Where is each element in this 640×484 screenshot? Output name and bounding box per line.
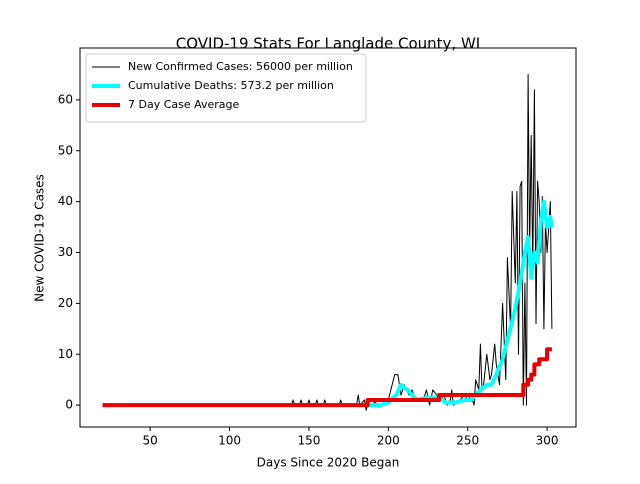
y-tick-label: 10 <box>58 347 73 361</box>
x-tick-label: 50 <box>143 434 158 448</box>
x-tick-label: 200 <box>377 434 400 448</box>
series-line <box>102 74 553 411</box>
y-tick-label: 0 <box>65 398 73 412</box>
x-tick-label: 150 <box>297 434 320 448</box>
legend-label: Cumulative Deaths: 573.2 per million <box>128 79 334 92</box>
x-tick-label: 100 <box>218 434 241 448</box>
y-axis-label: New COVID-19 Cases <box>33 174 47 302</box>
x-tick-label: 300 <box>536 434 559 448</box>
chart-title: COVID-19 Stats For Langlade County, WI <box>176 35 480 53</box>
y-tick-label: 50 <box>58 143 73 157</box>
series-line <box>102 347 552 408</box>
y-tick-label: 60 <box>58 92 73 106</box>
y-tick-label: 30 <box>58 245 73 259</box>
x-tick-label: 250 <box>456 434 479 448</box>
y-tick-label: 20 <box>58 296 73 310</box>
legend-label: 7 Day Case Average <box>128 98 240 111</box>
x-axis-label: Days Since 2020 Began <box>257 456 400 470</box>
legend-box <box>85 53 367 123</box>
series-line <box>102 199 554 408</box>
y-tick-label: 40 <box>58 194 73 208</box>
plot-frame <box>79 47 577 428</box>
legend-label: New Confirmed Cases: 56000 per million <box>128 60 353 73</box>
